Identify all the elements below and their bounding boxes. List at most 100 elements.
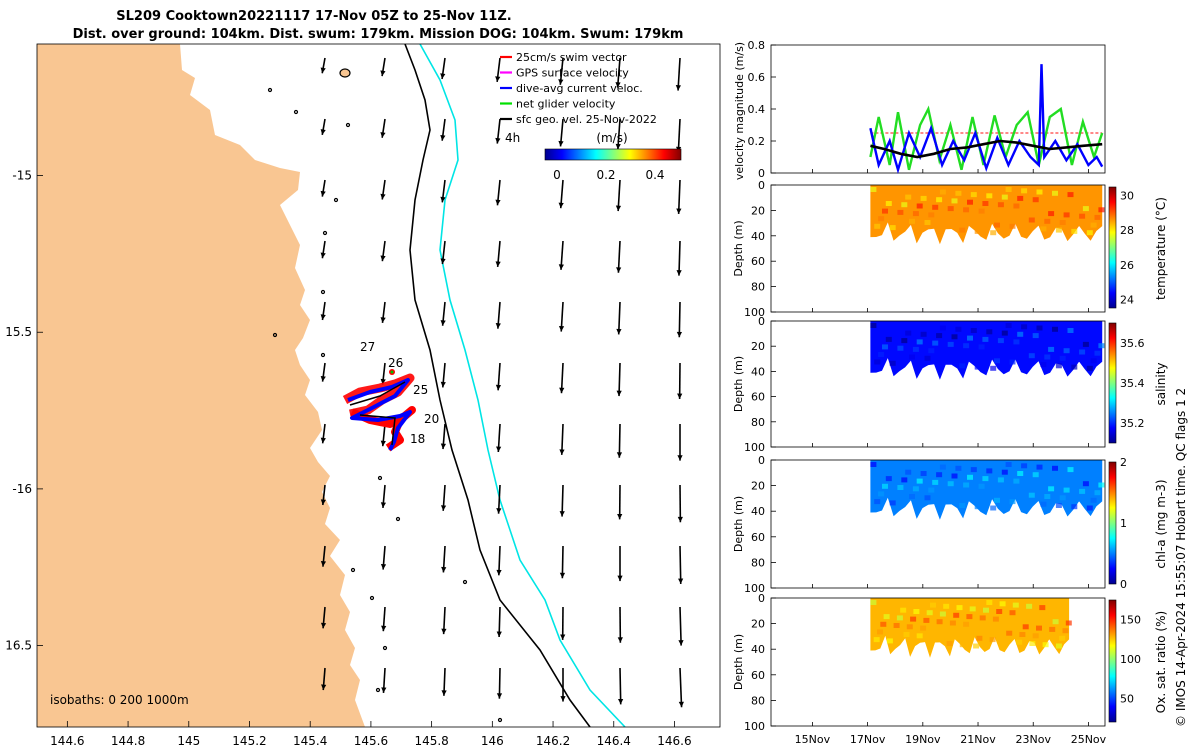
colorbar [1108, 322, 1117, 444]
colorbar-tick: 35.2 [1120, 417, 1145, 430]
velocity-arrow [380, 240, 386, 262]
lat-tick-label: 15.5 [5, 325, 32, 339]
speed-colorbar [544, 148, 682, 161]
velocity-arrow [560, 606, 566, 640]
depth-tick: 0 [758, 179, 765, 192]
lon-tick-label: 145 [177, 734, 200, 748]
velocity-series-line [869, 105, 1104, 171]
depth-tick: 100 [744, 306, 765, 319]
legend-label: dive-avg current veloc. [516, 82, 643, 95]
velocity-y-tick: 0.6 [748, 71, 766, 84]
velocity-arrows [320, 57, 684, 708]
lon-tick-label: 145.8 [414, 734, 448, 748]
velocity-arrow [677, 362, 683, 399]
track-label-27: 27 [360, 340, 375, 354]
velocity-arrow [616, 362, 622, 397]
colorbar-tick: 35.4 [1120, 377, 1145, 390]
title-line2: Dist. over ground: 104km. Dist. swum: 17… [73, 27, 684, 42]
velocity-arrow [380, 57, 386, 77]
track-label-18: 18 [410, 432, 425, 446]
title-line1: SL209 Cooktown20221117 17-Nov 05Z to 25-… [116, 9, 511, 24]
velocity-arrow [495, 240, 501, 268]
isobath-1000 [419, 44, 626, 727]
velocity-arrow [617, 546, 623, 582]
colorbar-tick: 0 [1120, 578, 1127, 591]
depth-tick: 40 [751, 505, 765, 518]
velocity-arrow [676, 301, 683, 338]
velocity-arrow [380, 545, 387, 570]
lon-tick-label: 145.6 [354, 734, 388, 748]
depth-tick: 100 [744, 441, 765, 454]
time-tick-label: 23Nov [1015, 733, 1051, 746]
glider-track [342, 369, 416, 452]
colorbar-label: temperature (°C) [1154, 197, 1168, 300]
velocity-arrow [320, 57, 326, 74]
islands [267, 68, 503, 723]
lat-tick-label: -16 [12, 482, 32, 496]
velocity-arrow [380, 362, 386, 385]
velocity-arrow [380, 484, 387, 508]
colorbar-tick-0: 0 [553, 168, 561, 182]
velocity-arrow [320, 484, 326, 506]
colorbar-label: Ox. sat. ratio (%) [1154, 611, 1168, 713]
velocity-arrow [495, 57, 501, 83]
depth-ylabel: Depth (m) [732, 356, 745, 412]
time-label: 4h [505, 131, 520, 145]
colorbar-tick-1: 0.2 [596, 168, 615, 182]
velocity-arrow [559, 423, 565, 455]
depth-tick: 20 [751, 340, 765, 353]
velocity-arrow [677, 424, 683, 461]
legend-label: sfc geo. vel. 25-Nov-2022 [516, 113, 657, 126]
velocity-arrow [615, 57, 621, 88]
velocity-arrow [440, 57, 446, 80]
velocity-arrow [558, 240, 564, 270]
velocity-arrow [560, 668, 566, 702]
velocity-y-tick: 0.4 [748, 103, 766, 116]
lon-tick-label: 146.6 [657, 734, 691, 748]
velocity-arrow [616, 240, 622, 273]
velocity-arrow [676, 179, 682, 214]
velocity-y-tick: 0.2 [748, 135, 766, 148]
profile-panel: 0 20 40 60 80 100 Depth (m) 24 26 28 30 temperature… [732, 179, 1168, 319]
velocity-arrow [320, 179, 326, 197]
colorbar [1108, 599, 1117, 723]
velocity-arrow [676, 240, 682, 276]
velocity-arrow [380, 179, 386, 200]
velocity-arrow [558, 301, 565, 332]
velocity-arrow [496, 545, 502, 576]
time-tick-label: 15Nov [795, 733, 831, 746]
velocity-arrow [495, 301, 501, 329]
velocity-arrow [440, 301, 446, 326]
velocity-arrow [496, 423, 502, 453]
depth-ylabel: Depth (m) [732, 634, 745, 690]
depth-tick: 80 [751, 416, 765, 429]
depth-ylabel: Depth (m) [732, 496, 745, 552]
depth-tick: 20 [751, 204, 765, 217]
colorbar [1108, 461, 1117, 585]
depth-tick: 40 [751, 643, 765, 656]
colorbar-tick: 100 [1120, 653, 1141, 666]
colorbar-tick: 24 [1120, 293, 1134, 306]
velocity-arrow [678, 606, 684, 646]
velocity-arrow [380, 301, 386, 323]
velocity-arrow [677, 484, 683, 523]
legend-label: GPS surface velocity [516, 67, 629, 80]
depth-tick: 80 [751, 556, 765, 569]
map-frame [36, 43, 721, 728]
depth-tick: 60 [751, 391, 765, 404]
velocity-arrow [320, 362, 326, 382]
depth-ylabel: Depth (m) [732, 220, 745, 276]
velocity-arrow [320, 545, 327, 567]
time-tick-label: 21Nov [960, 733, 996, 746]
time-tick-label: 17Nov [850, 733, 886, 746]
colorbar-tick: 26 [1120, 259, 1134, 272]
velocity-arrow [381, 606, 387, 632]
velocity-arrow [380, 423, 386, 447]
legend-label: net glider velocity [516, 98, 616, 111]
velocity-arrow [675, 57, 681, 91]
velocity-arrow [441, 606, 447, 635]
velocity-arrow [558, 57, 564, 85]
depth-tick: 0 [758, 315, 765, 328]
velocity-arrow [321, 667, 327, 691]
